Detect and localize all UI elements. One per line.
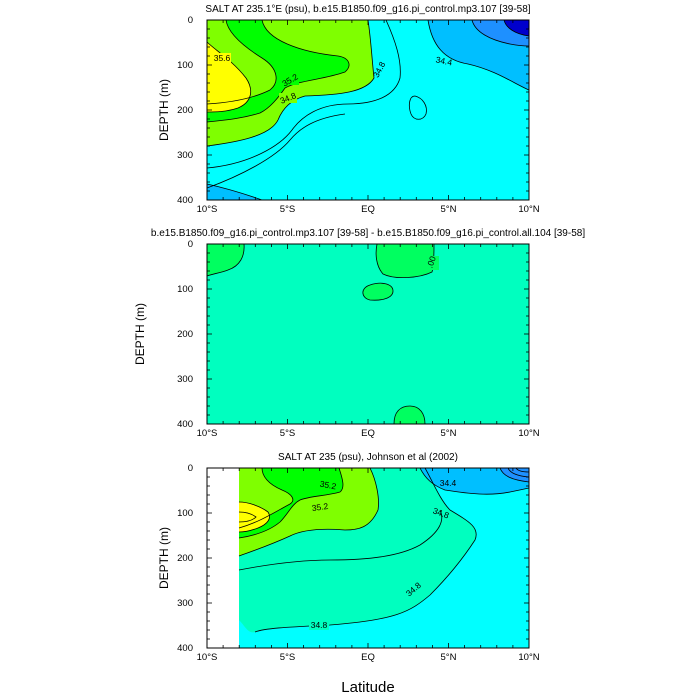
p1-label-bg (213, 53, 231, 63)
x-tick-label: 10°S (197, 652, 218, 663)
panel-3: SALT AT 235 (psu), Johnson et al (2002) (157, 452, 540, 696)
y-tick-label: 200 (177, 329, 193, 340)
p1-label-bg (279, 93, 297, 103)
p1-contour-line (207, 113, 346, 189)
p1-contour-line (408, 95, 427, 120)
p3-fill-sky-northeast (420, 468, 529, 495)
p1-contour-line (207, 20, 375, 147)
p3-fill-yellow (239, 502, 270, 532)
p2-contour-line (207, 244, 245, 277)
p1-contour-line (207, 183, 263, 200)
p2-fill-positive-eq (376, 244, 434, 278)
x-tick-label: 10°N (518, 428, 539, 439)
p3-contour-label-35.2-b: 35.2 (311, 501, 329, 513)
x-tick-label: EQ (361, 428, 375, 439)
p1-contour-line (503, 20, 529, 37)
x-tick-label: 5°N (441, 428, 457, 439)
p3-contour-line (238, 509, 443, 571)
panel-1-axes: 10°S 5°S EQ 5°N 10°N 0 100 200 300 400 (177, 15, 540, 215)
p3-contour-line (238, 501, 270, 533)
panel-1: SALT AT 235.1°E (psu), b.e15.B1850.f09_g… (157, 4, 540, 215)
p1-contour-line (207, 20, 401, 169)
panel-1-title: SALT AT 235.1°E (psu), b.e15.B1850.f09_g… (205, 4, 530, 15)
panel-2-contour-fills (207, 244, 529, 424)
p1-contour-line (427, 20, 529, 91)
y-tick-label: 400 (177, 195, 193, 206)
p2-fill-positive-west (207, 244, 245, 276)
x-tick-label: 5°S (280, 428, 295, 439)
p1-contour-line (207, 20, 350, 123)
p3-contour-line (238, 468, 294, 529)
x-axis-label: Latitude (341, 679, 394, 696)
x-tick-label: 5°N (441, 652, 457, 663)
panel-2-title: b.e15.B1850.f09_g16.pi_control.mp3.107 [… (151, 228, 585, 239)
panel-2-axes: 10°S 5°S EQ 5°N 10°N 0 100 200 300 400 (177, 239, 540, 439)
p3-label-bg (310, 502, 330, 512)
p2-fill-positive-deep (394, 406, 425, 424)
p2-fill-background (207, 244, 529, 424)
p3-fill-no-data (207, 468, 239, 648)
panel-3-axes: 10°S 5°S EQ 5°N 10°N 0 100 200 300 400 (177, 463, 540, 663)
p2-contour-line (362, 282, 394, 301)
panel-2-ylabel: DEPTH (m) (133, 303, 147, 365)
y-tick-label: 0 (188, 463, 193, 474)
p1-fill-sky-southwest (207, 184, 262, 200)
y-tick-label: 400 (177, 419, 193, 430)
p3-label-bg (309, 620, 329, 630)
x-tick-label: 5°S (280, 204, 295, 215)
panel-3-title: SALT AT 235 (psu), Johnson et al (2002) (278, 452, 458, 463)
p1-contour-line (471, 20, 529, 47)
p2-contour-label-zero: .00 (424, 254, 438, 269)
panel-3-contour-fills (207, 468, 529, 648)
p3-contour-label-34.8-c: 34.8 (311, 620, 328, 630)
p3-contour-line (238, 468, 344, 539)
y-tick-label: 100 (177, 284, 193, 295)
p1-label-bg (281, 75, 299, 85)
panel-3-ylabel: DEPTH (m) (157, 527, 171, 589)
x-tick-label: 5°S (280, 652, 295, 663)
panel-2: b.e15.B1850.f09_g16.pi_control.mp3.107 [… (133, 228, 585, 439)
p3-contour-label-34.4: 34.4 (440, 478, 457, 488)
p2-fill-positive-patch (362, 283, 393, 301)
p3-contour-line (499, 468, 529, 483)
x-tick-label: EQ (361, 652, 375, 663)
p3-contour-line (238, 511, 257, 523)
x-tick-label: 10°S (197, 204, 218, 215)
panel-1-contour-fills (207, 20, 529, 200)
y-tick-label: 300 (177, 598, 193, 609)
y-tick-label: 200 (177, 105, 193, 116)
y-tick-label: 0 (188, 239, 193, 250)
x-tick-label: EQ (361, 204, 375, 215)
p2-contour-line (393, 405, 426, 424)
x-tick-label: 5°N (441, 204, 457, 215)
p3-contour-line (515, 468, 529, 473)
x-tick-label: 10°S (197, 428, 218, 439)
p3-contour-line (419, 468, 529, 495)
y-tick-label: 300 (177, 374, 193, 385)
p1-fill-fresh-northeast (504, 20, 529, 36)
panel-1-contour-lines (207, 20, 529, 200)
panel-1-ylabel: DEPTH (m) (157, 79, 171, 141)
y-tick-label: 400 (177, 643, 193, 654)
x-tick-label: 10°N (518, 652, 539, 663)
y-tick-label: 100 (177, 60, 193, 71)
y-tick-label: 300 (177, 150, 193, 161)
p1-contour-line (207, 20, 277, 105)
y-tick-label: 0 (188, 15, 193, 26)
y-tick-label: 200 (177, 553, 193, 564)
p3-contour-label-35.2-a: 35.2 (319, 479, 337, 492)
y-tick-label: 100 (177, 508, 193, 519)
p1-contour-label-35.6: 35.6 (214, 53, 231, 63)
p1-contour-label-34.4: 34.4 (435, 54, 454, 67)
x-tick-label: 10°N (518, 204, 539, 215)
p3-contour-line (238, 468, 379, 557)
p3-label-bg (318, 480, 338, 490)
p2-label-bg (428, 256, 439, 270)
